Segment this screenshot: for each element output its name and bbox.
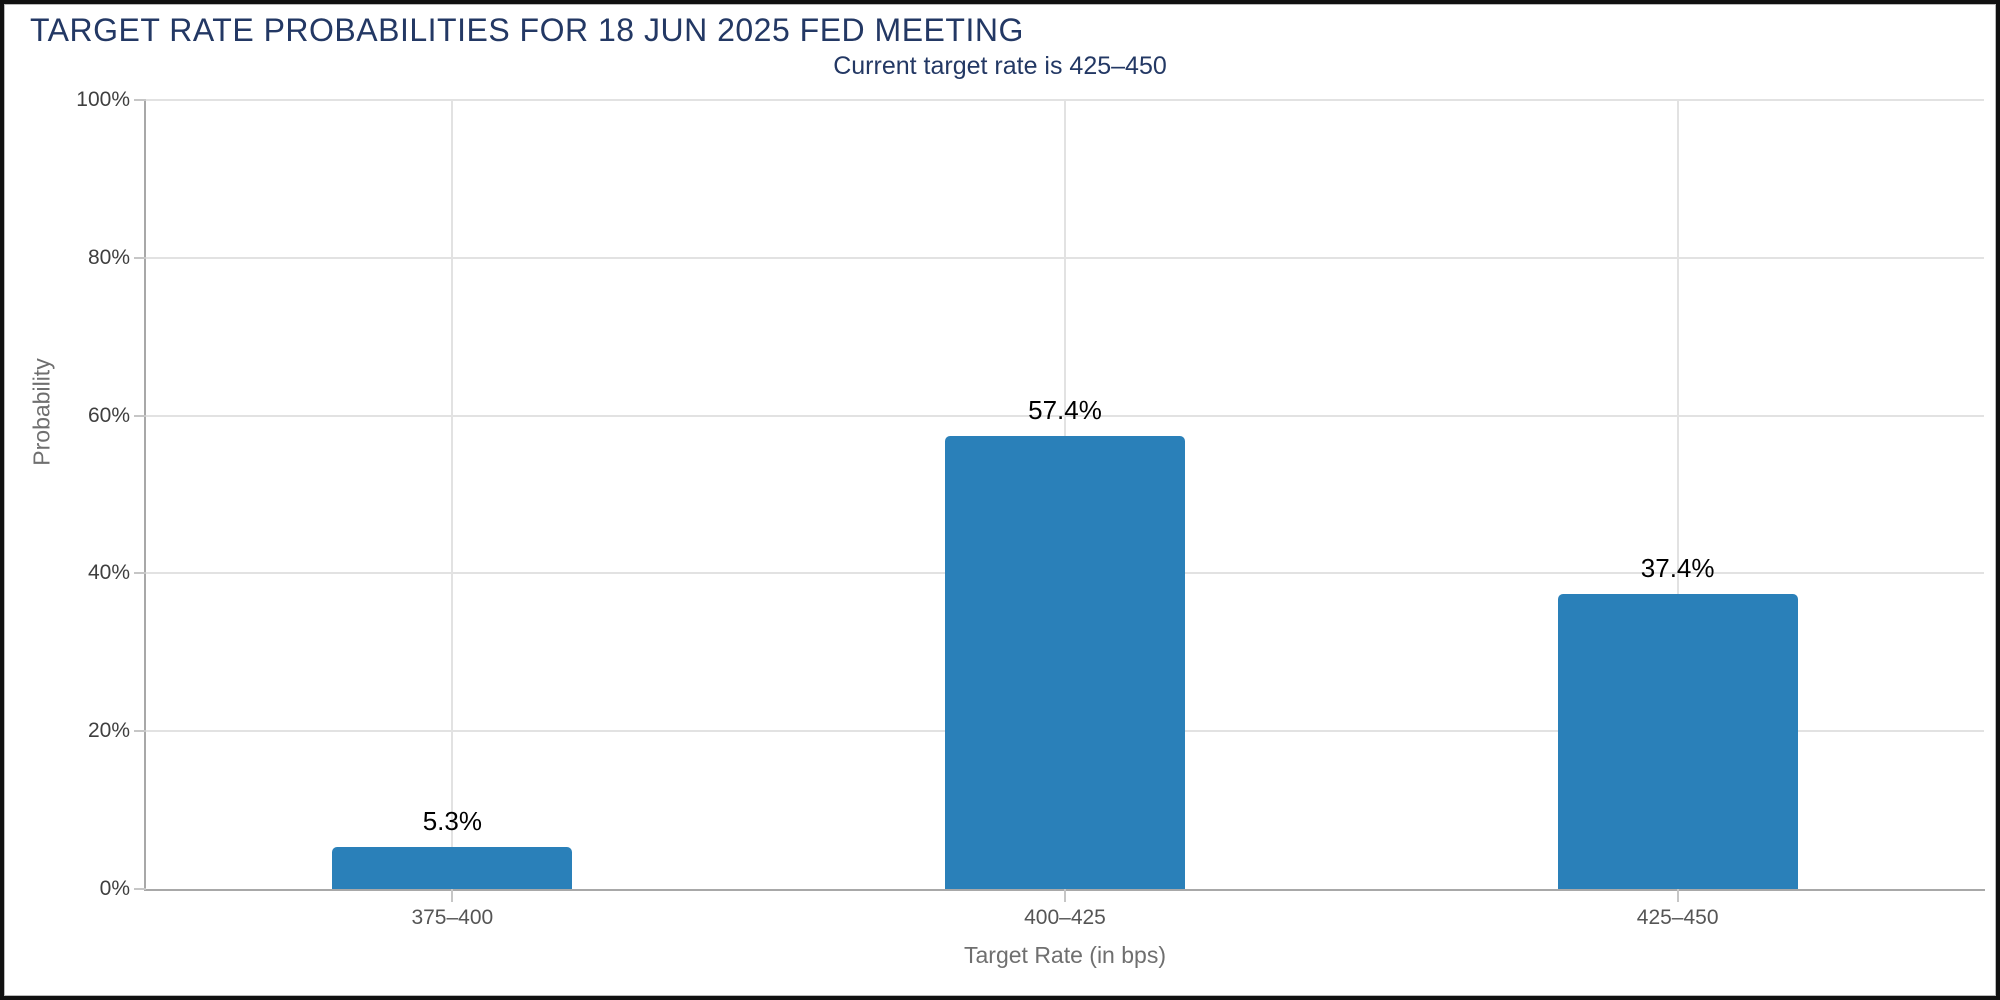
- y-axis-tick-60: [134, 414, 146, 417]
- y-tick-label-80: 80%: [87, 245, 130, 269]
- gridline-v-375–400: [451, 100, 454, 889]
- y-axis-tick-0: [134, 888, 146, 890]
- x-category-label-425–450: 425–450: [1636, 906, 1719, 929]
- bar-value-label-400–425: 57.4%: [1028, 395, 1102, 426]
- y-tick-label-0: 0%: [99, 877, 130, 900]
- y-axis-tick-80: [134, 256, 146, 259]
- bar-425–450[interactable]: [1557, 593, 1798, 889]
- bar-value-label-425–450: 37.4%: [1640, 552, 1715, 583]
- bar-400–425[interactable]: [945, 436, 1185, 889]
- x-axis-tick-400–425: [1064, 889, 1066, 902]
- y-axis-title: Probability: [28, 358, 55, 466]
- y-axis-tick-20: [134, 730, 146, 733]
- y-tick-label-60: 60%: [87, 403, 130, 427]
- bar-value-label-375–400: 5.3%: [422, 806, 482, 837]
- y-tick-label-20: 20%: [87, 719, 130, 743]
- plot-area: 0% 20% 40% 60% 80% 100% 5.3% 375–400 57.4% 400–42…: [76, 88, 1984, 929]
- y-axis-tick-40: [134, 572, 146, 575]
- chart-subtitle: Current target rate is 425–450: [833, 52, 1167, 80]
- y-axis-line: [144, 100, 146, 891]
- x-category-label-375–400: 375–400: [411, 906, 494, 929]
- y-tick-label-40: 40%: [87, 561, 130, 585]
- x-axis-tick-425–450: [1676, 889, 1679, 902]
- bar-375–400[interactable]: [332, 847, 573, 889]
- y-tick-label-100: 100%: [76, 88, 130, 111]
- x-category-label-400–425: 400–425: [1024, 906, 1106, 929]
- x-axis-title: Target Rate (in bps): [964, 942, 1166, 968]
- chart-title: TARGET RATE PROBABILITIES FOR 18 JUN 202…: [30, 12, 1024, 48]
- y-axis-tick-100: [134, 99, 146, 101]
- x-axis-tick-375–400: [451, 889, 454, 902]
- gridline-v-425–450: [1676, 100, 1679, 889]
